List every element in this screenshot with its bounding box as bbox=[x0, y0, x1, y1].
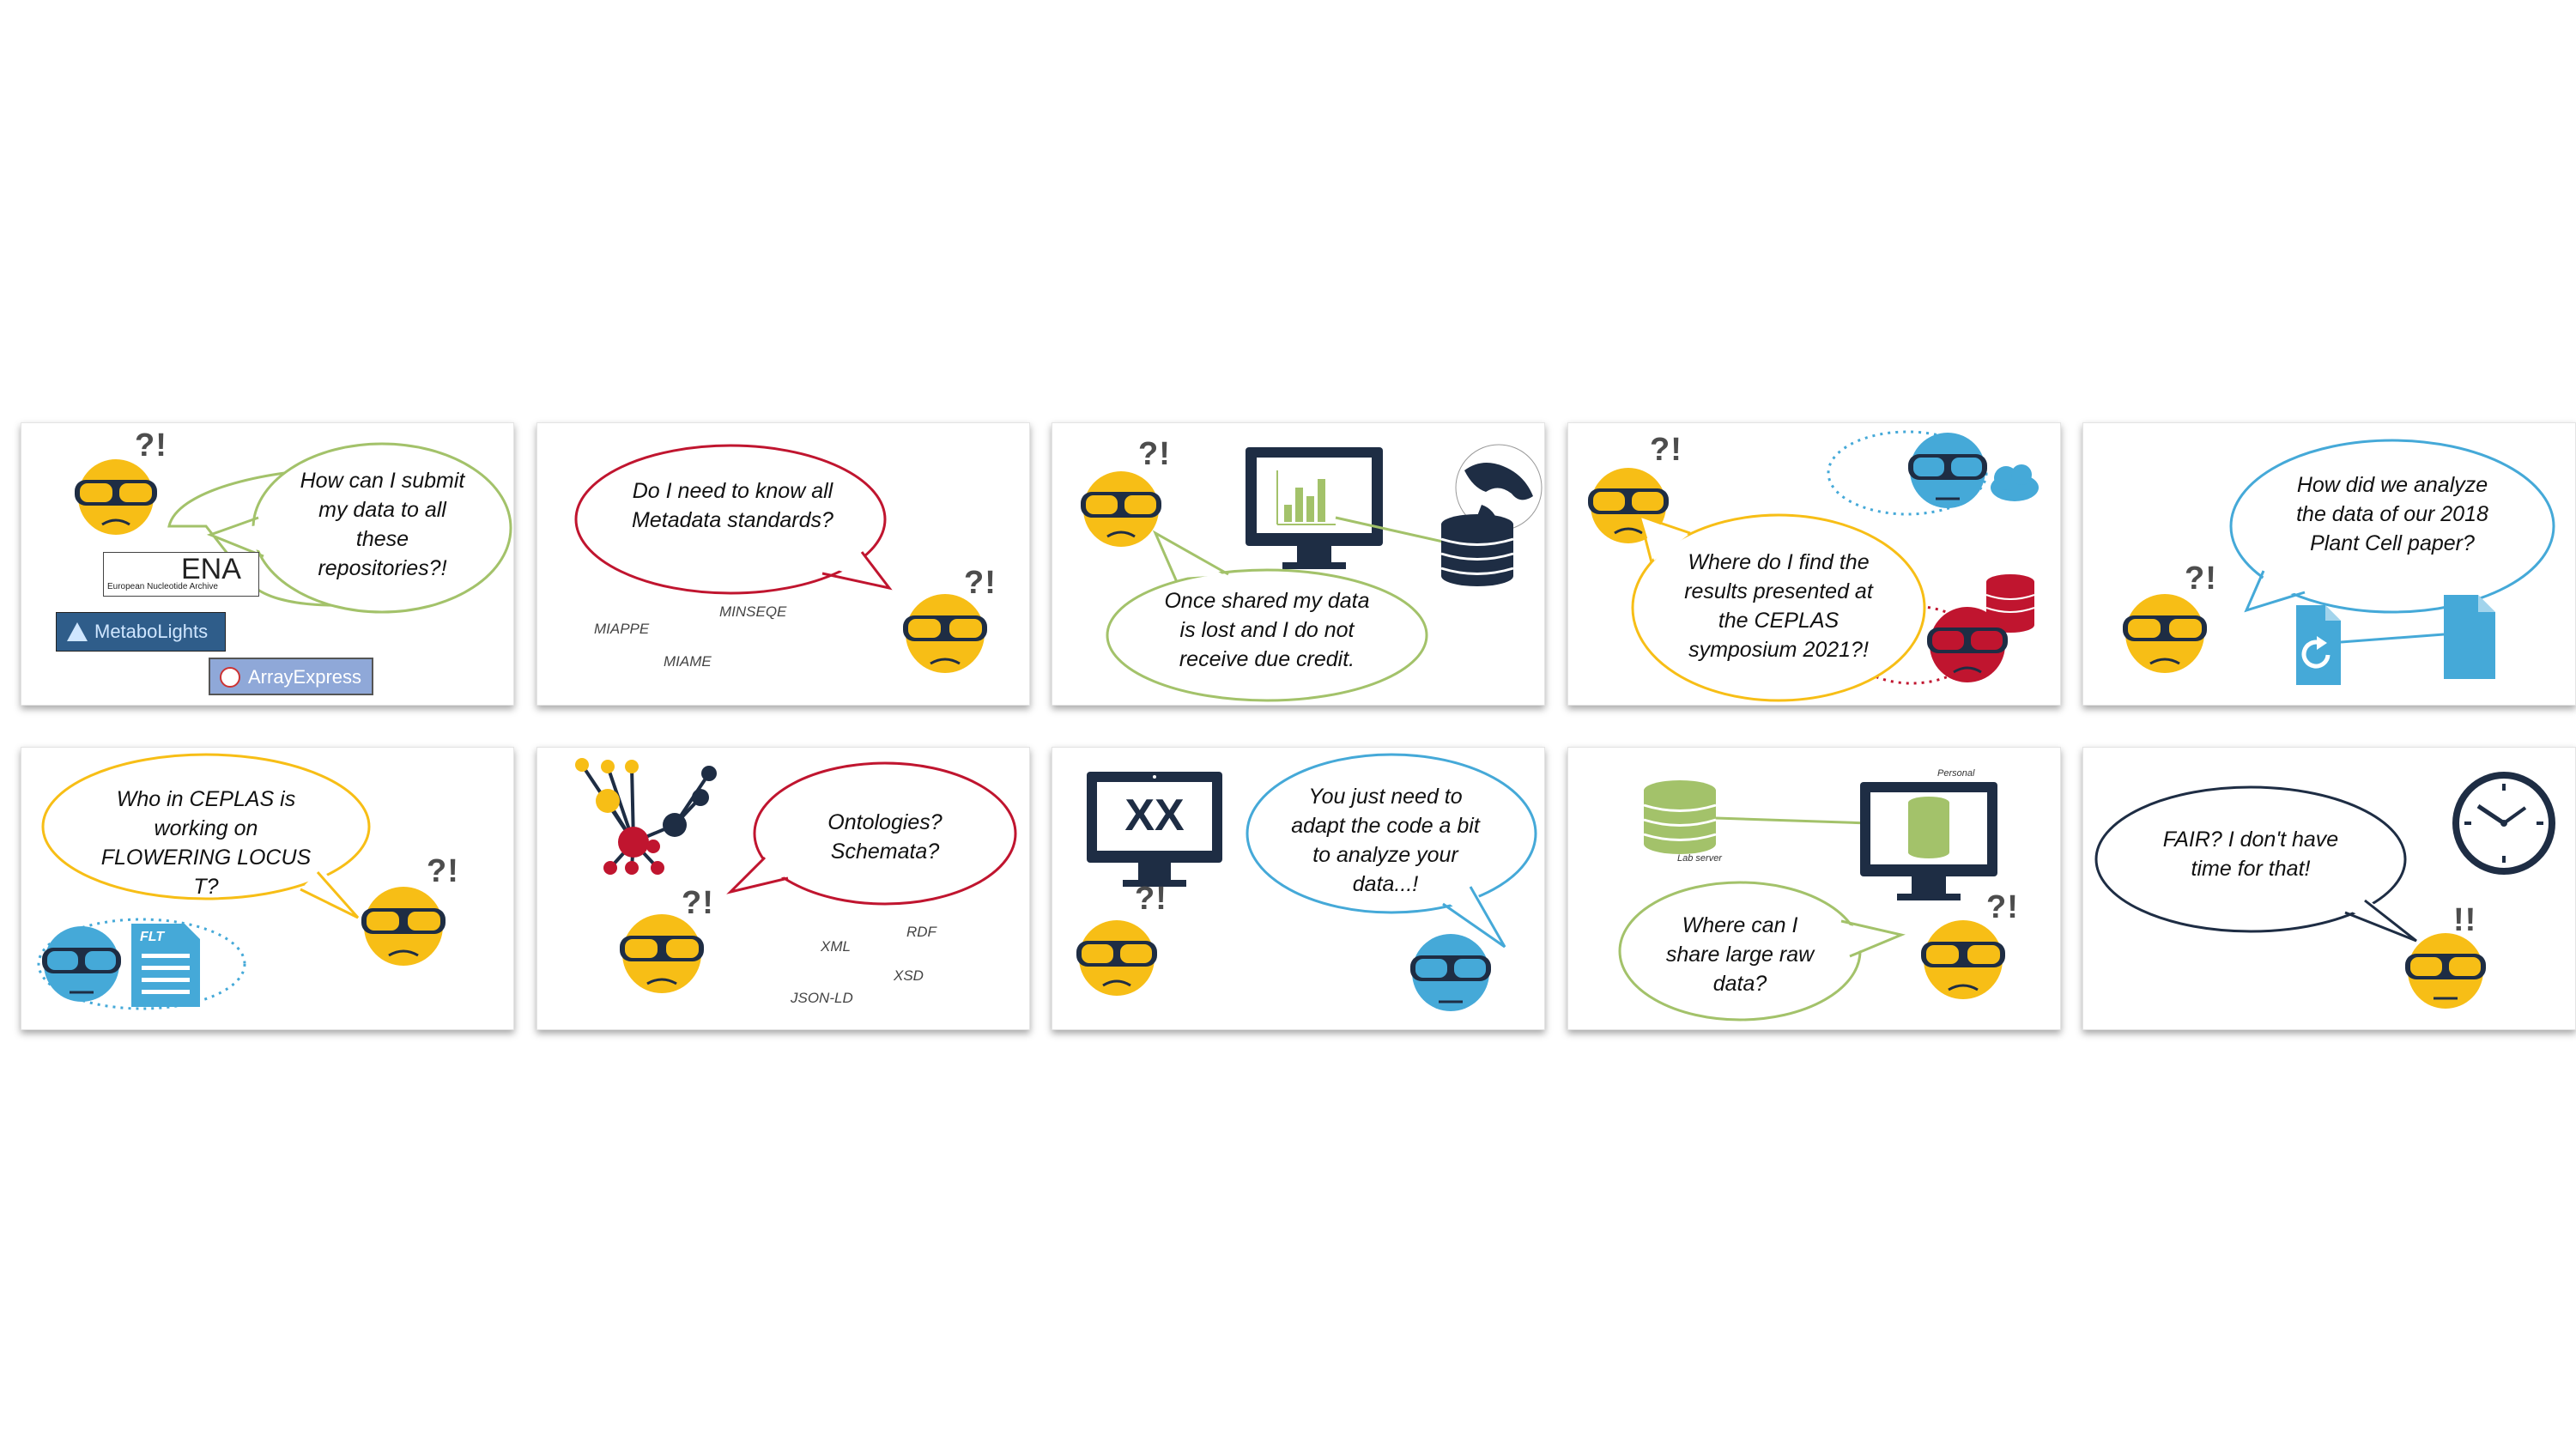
speech-bubble bbox=[1246, 753, 1537, 914]
question-text: How did we analyze the data of our 2018 … bbox=[2296, 473, 2488, 555]
question-text: Do I need to know all Metadata standards… bbox=[632, 479, 833, 532]
screen-error-text: XX bbox=[1124, 791, 1185, 840]
metabolights-logo: MetaboLights bbox=[56, 612, 226, 652]
question-text: Who in CEPLAS is working on FLOWERING LO… bbox=[100, 787, 312, 899]
yellow-face-icon bbox=[2405, 933, 2486, 1009]
yellow-face-icon bbox=[1076, 920, 1157, 996]
panel-ontologies: ?! Ontologies? Schemata? XML RDF XSD JSO… bbox=[536, 747, 1030, 1030]
question-text: You just need to adapt the code a bit to… bbox=[1291, 785, 1480, 896]
yellow-face-icon bbox=[361, 887, 445, 966]
document-icon bbox=[131, 924, 200, 1007]
exclaim-mark: ?! bbox=[2185, 561, 2217, 597]
personal-monitor-icon bbox=[1860, 782, 1997, 900]
standard-label: MINSEQE bbox=[719, 603, 787, 620]
yellow-face-icon bbox=[1921, 920, 2005, 999]
panel-analyze-data: ?! How did we analyze the data of our 20… bbox=[2082, 422, 2576, 706]
ena-logo: ENA European Nucleotide Archive bbox=[103, 552, 259, 597]
yellow-face-icon bbox=[2123, 594, 2207, 673]
arrayexpress-logo: ArrayExpress bbox=[209, 658, 373, 695]
schema-label: XML bbox=[821, 938, 851, 955]
exclaim-mark: ?! bbox=[682, 885, 714, 921]
personal-label: Personal bbox=[1937, 768, 1975, 779]
question-text: How can I submit my data to all these re… bbox=[300, 469, 465, 580]
schema-label: XSD bbox=[894, 967, 924, 984]
standard-label: MIAPPE bbox=[594, 621, 650, 637]
panel-adapt-code: XX ?! You just need to adapt the code a … bbox=[1052, 747, 1545, 1030]
standard-label: MIAME bbox=[664, 653, 712, 670]
panel-share-raw-data: Lab server Personal ?! Where can I share… bbox=[1567, 747, 2061, 1030]
panel-fair-time: !! FAIR? I don't have time for that! bbox=[2082, 747, 2576, 1030]
speech-bubble bbox=[753, 761, 1017, 906]
question-text: Where do I find the results presented at… bbox=[1684, 550, 1873, 662]
refresh-file-icon bbox=[2296, 605, 2341, 685]
question-text: Where can I share large raw data? bbox=[1665, 913, 1815, 996]
dotted-circle bbox=[37, 918, 246, 1010]
speech-bubble bbox=[574, 444, 887, 595]
exclaim-mark: ?! bbox=[1135, 881, 1167, 917]
blue-face-icon bbox=[42, 926, 121, 1002]
panel-submit-data: ?! How can I submit my data to all these… bbox=[21, 422, 514, 706]
panel-flowering-locus: FLT ?! Who in CEPLAS is working on FLOWE… bbox=[21, 747, 514, 1030]
question-text: FAIR? I don't have time for that! bbox=[2162, 828, 2339, 881]
file-label: FLT bbox=[140, 930, 165, 944]
exclaim-mark: ?! bbox=[1650, 432, 1682, 468]
clock-icon bbox=[2452, 772, 2555, 875]
yellow-face-icon bbox=[75, 459, 157, 535]
exclaim-mark: ?! bbox=[964, 565, 997, 601]
yellow-face-icon bbox=[1081, 471, 1161, 547]
yellow-face-icon bbox=[620, 914, 704, 993]
panel-metadata-standards: ?! Do I need to know all Metadata standa… bbox=[536, 422, 1030, 706]
blue-face-icon bbox=[1908, 433, 1987, 508]
monitor-error-icon bbox=[1087, 772, 1222, 887]
exclaim-mark: !! bbox=[2453, 902, 2477, 938]
file-icon bbox=[2444, 595, 2495, 679]
exclaim-mark: ?! bbox=[1986, 889, 2019, 925]
panel-symposium-results: ?! Where do I find the results presented… bbox=[1567, 422, 2061, 706]
blue-face-icon bbox=[1410, 934, 1491, 1011]
lab-server-database-icon bbox=[1643, 780, 1717, 854]
speech-bubble bbox=[2094, 785, 2407, 933]
lab-server-label: Lab server bbox=[1677, 853, 1722, 864]
speech-bubble bbox=[41, 753, 371, 900]
yellow-face-icon bbox=[903, 594, 987, 673]
network-graph-icon bbox=[575, 758, 717, 875]
question-text: Ontologies? Schemata? bbox=[827, 810, 943, 864]
panel-data-credit: ?! Once shared my data is lost and I do … bbox=[1052, 422, 1545, 706]
cloud-icon bbox=[1991, 464, 2039, 501]
red-face-icon bbox=[1927, 607, 2008, 682]
connector-line bbox=[2340, 633, 2445, 644]
exclaim-mark: ?! bbox=[427, 853, 459, 889]
schema-label: JSON-LD bbox=[791, 990, 853, 1006]
speech-bubble bbox=[1631, 513, 1926, 702]
database-icon bbox=[1440, 514, 1514, 586]
monitor-chart-icon bbox=[1246, 447, 1383, 569]
question-text: Once shared my data is lost and I do not… bbox=[1164, 589, 1370, 671]
speech-bubble bbox=[2229, 439, 2555, 614]
exclaim-mark: ?! bbox=[1138, 436, 1171, 472]
exclaim-mark: ?! bbox=[135, 427, 167, 464]
schema-label: RDF bbox=[906, 924, 936, 940]
speech-bubble bbox=[1106, 568, 1428, 702]
